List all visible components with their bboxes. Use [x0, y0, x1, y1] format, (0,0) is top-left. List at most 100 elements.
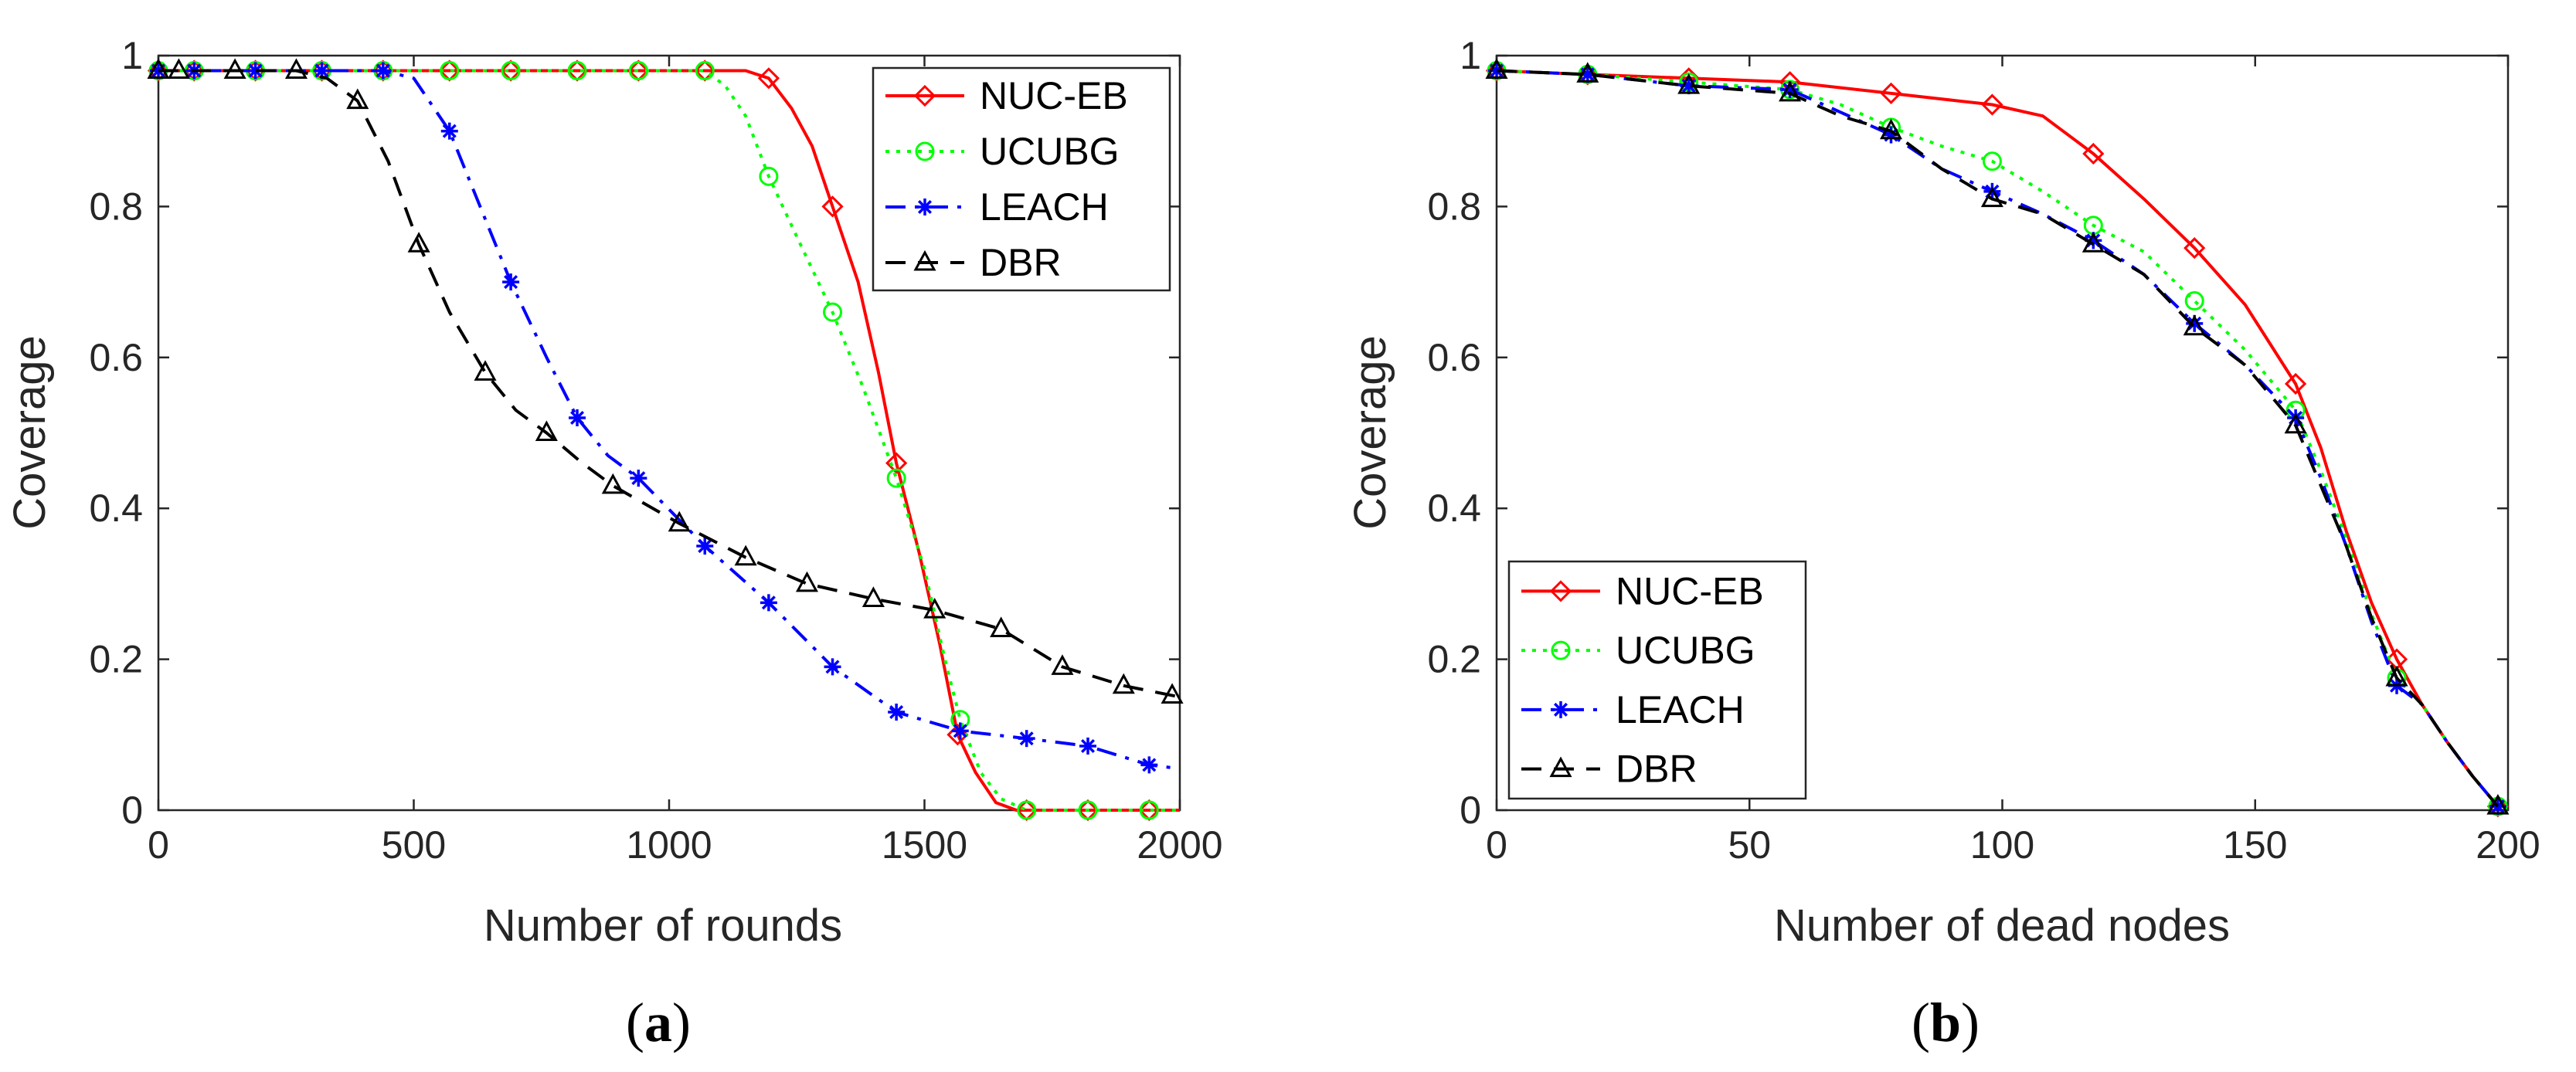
data-point [759, 166, 779, 186]
data-point [2385, 665, 2408, 687]
legend-label: LEACH [1616, 688, 1745, 731]
data-point [923, 597, 946, 619]
x-tick-label: 150 [2223, 823, 2287, 867]
data-point [407, 232, 430, 253]
series-dbr [147, 58, 1184, 704]
data-point [147, 58, 170, 80]
series-line [1496, 69, 2500, 808]
x-tick-label: 0 [1486, 823, 1507, 867]
legend: NUC-EB UCUBG LEACH DBR [1507, 560, 1807, 800]
data-point [167, 58, 190, 80]
data-point [2082, 142, 2105, 165]
y-axis-label-b: Coverage [1345, 335, 1395, 529]
y-tick-label: 1 [121, 34, 143, 77]
data-point [223, 58, 246, 80]
y-tick-label: 0.6 [1427, 336, 1481, 379]
y-tick-label: 0.8 [1427, 185, 1481, 228]
legend-marker [1552, 701, 1569, 718]
y-tick-label: 0 [121, 789, 143, 832]
data-point [2082, 232, 2105, 253]
data-point [823, 302, 843, 322]
legend-label: UCUBG [980, 130, 1120, 173]
data-point [440, 61, 460, 81]
legend-marker [915, 141, 935, 161]
y-tick-label: 0.4 [89, 487, 143, 530]
data-point [1576, 62, 1599, 83]
data-point [284, 58, 308, 80]
x-tick-label: 500 [382, 823, 446, 867]
x-tick-label: 1500 [882, 823, 967, 867]
data-point [1982, 151, 2002, 171]
data-point [628, 61, 648, 81]
chart-panel-a: Coverage Number of rounds (a) 0 500 1000 15… [5, 34, 1223, 1053]
data-point [1140, 756, 1158, 774]
data-point [1051, 654, 1074, 675]
data-point [695, 61, 715, 81]
data-point [2486, 793, 2510, 815]
y-tick-label: 0.2 [89, 638, 143, 681]
data-point [760, 594, 777, 612]
legend-marker [1549, 580, 1572, 602]
data-point [474, 360, 497, 381]
data-point [2184, 291, 2204, 311]
data-point [1078, 800, 1098, 820]
data-point [1980, 186, 2003, 208]
y-tick-label: 0 [1460, 789, 1481, 832]
data-point [501, 61, 521, 81]
y-tick-label: 0.8 [89, 185, 143, 228]
series-line [158, 69, 1180, 812]
y-tick-label: 0.4 [1427, 487, 1481, 530]
data-point [824, 658, 841, 676]
data-point [2284, 412, 2307, 434]
data-point [1981, 93, 2003, 116]
legend-label: NUC-EB [1616, 569, 1764, 612]
data-point [2183, 314, 2206, 336]
data-point [668, 511, 691, 532]
legend-label: DBR [1616, 748, 1698, 791]
data-point [374, 62, 392, 80]
data-point [1018, 730, 1035, 748]
legend-box [872, 66, 1171, 292]
data-point [601, 473, 624, 494]
series-line [158, 69, 1180, 812]
data-point [630, 470, 647, 487]
data-point [1112, 673, 1135, 694]
y-tick-label: 1 [1460, 34, 1481, 77]
data-point [951, 722, 969, 740]
data-point [502, 273, 520, 291]
series-dbr [1485, 58, 2510, 815]
data-point [861, 586, 885, 607]
y-tick-label: 0.2 [1427, 638, 1481, 681]
data-point [1879, 118, 1903, 140]
data-point [440, 122, 458, 140]
data-point [990, 616, 1013, 638]
x-tick-label: 200 [2476, 823, 2540, 867]
data-point [1880, 82, 1902, 104]
chart-panel-b: Coverage Number of dead nodes (b) 0 50 100… [1345, 34, 2540, 1053]
data-point [821, 195, 844, 218]
data-point [2284, 372, 2307, 395]
legend-marker [916, 198, 933, 215]
x-tick-label: 1000 [626, 823, 712, 867]
caption-a: (a) [626, 992, 691, 1053]
series-line [1496, 69, 2500, 808]
x-axis-label-b: Number of dead nodes [1774, 901, 2230, 951]
x-axis-label-a: Number of rounds [484, 901, 842, 951]
data-point [1079, 737, 1097, 755]
data-point [696, 538, 714, 555]
data-point [1139, 800, 1159, 820]
data-point [569, 409, 586, 426]
caption-b: (b) [1912, 992, 1980, 1053]
y-axis-label-a: Coverage [5, 335, 55, 529]
y-tick-label: 0.6 [89, 336, 143, 379]
legend-marker [1549, 756, 1572, 778]
legend: NUC-EB UCUBG LEACH DBR [872, 66, 1171, 292]
data-point [535, 420, 558, 441]
data-point [795, 571, 818, 592]
data-point [2183, 237, 2206, 260]
legend-box [1507, 560, 1807, 800]
series-line [158, 69, 1181, 699]
legend-label: DBR [980, 241, 1062, 284]
data-point [1779, 80, 1802, 102]
